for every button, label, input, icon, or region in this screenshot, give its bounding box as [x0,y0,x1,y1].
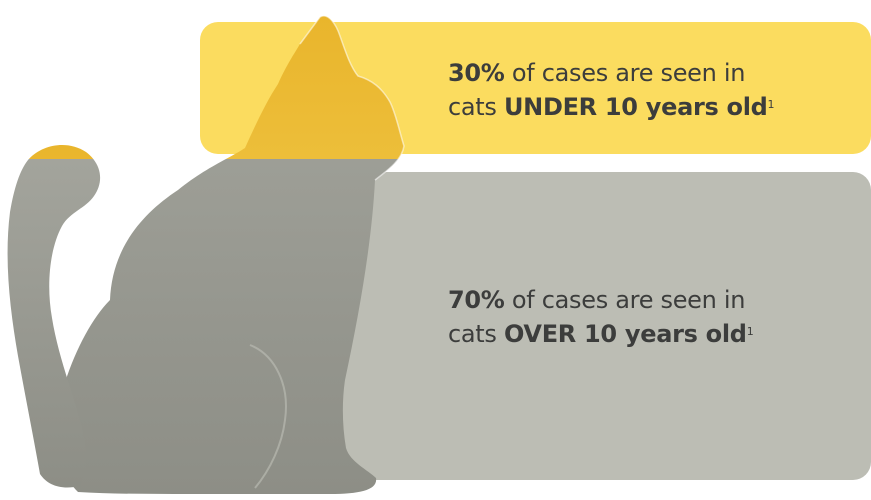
under-10-footnote: 1 [767,98,775,111]
over-10-line-2: cats OVER 10 years old1 [448,317,754,351]
under-10-age-label: UNDER 10 years old [503,93,768,121]
over-10-percent: 70% [448,286,505,314]
under-10-line-1: 30% of cases are seen in [448,56,774,90]
over-10-footnote: 1 [746,325,754,338]
under-10-line-2: cats UNDER 10 years old1 [448,90,775,124]
under-10-caption: 30% of cases are seen in cats UNDER 10 y… [448,56,775,124]
over-10-line-1: 70% of cases are seen in [448,283,753,317]
cat-leg-outline [249,344,287,489]
cat-upper-section [29,15,404,159]
under-10-cats: cats [448,93,497,121]
cat-lower-section [7,159,399,494]
over-10-age-label: OVER 10 years old [503,320,747,348]
over-10-text: of cases are seen in [511,286,746,314]
under-10-text: of cases are seen in [511,59,746,87]
under-10-percent: 30% [448,59,505,87]
over-10-cats: cats [448,320,497,348]
over-10-caption: 70% of cases are seen in cats OVER 10 ye… [448,283,754,351]
cat-head-outline [299,15,405,181]
